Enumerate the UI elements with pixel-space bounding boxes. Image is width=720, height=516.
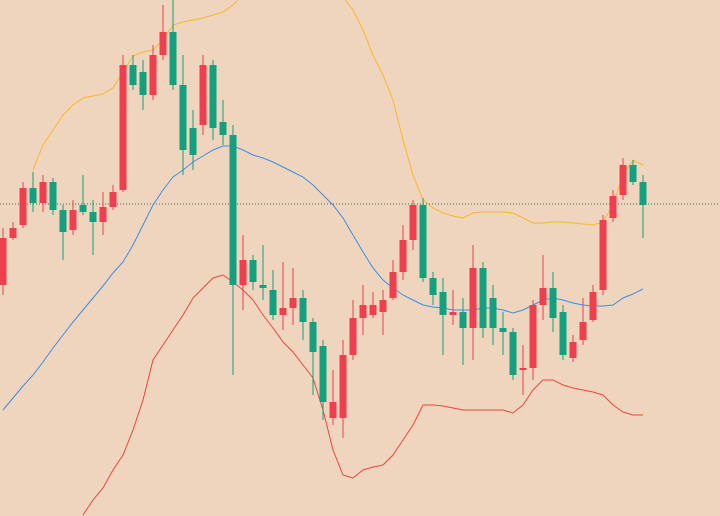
candle-body [109, 192, 117, 207]
candle-body [619, 165, 627, 195]
candle-body [489, 298, 497, 328]
candle-body [259, 285, 267, 288]
candle-body [469, 268, 477, 328]
candle-body [459, 312, 467, 328]
candle-body [529, 305, 537, 368]
candle-body [229, 135, 237, 285]
candle-body [329, 402, 337, 418]
candle-body [629, 165, 637, 182]
candle-body [559, 312, 567, 355]
candle-body [119, 65, 127, 190]
candle-body [29, 188, 37, 203]
candle-body [79, 205, 87, 212]
candle-body [399, 240, 407, 272]
band-line [32, 0, 644, 226]
candle-body [429, 278, 437, 295]
candle-body [219, 122, 227, 135]
candle-body [129, 65, 137, 85]
candle-body [609, 196, 617, 218]
candle-body [359, 305, 367, 318]
candle-body [389, 272, 397, 298]
candle-body [9, 228, 17, 238]
candle-body [319, 346, 327, 402]
candle-body [169, 32, 177, 85]
candle-body [89, 212, 97, 222]
candle-body [499, 328, 507, 332]
candle-body [269, 290, 277, 315]
candle-body [239, 260, 247, 285]
band-line [2, 145, 644, 411]
candle-body [69, 210, 77, 230]
candle-body [509, 332, 517, 375]
candle-body [539, 288, 547, 305]
candle-body [49, 182, 57, 210]
candle-body [409, 205, 417, 240]
candle-body [19, 188, 27, 225]
candle-body [369, 305, 377, 315]
candle-body [189, 128, 197, 155]
candle-body [589, 292, 597, 320]
candle-body [159, 32, 167, 55]
candle-body [519, 368, 527, 370]
candle-body [0, 238, 7, 285]
candle-body [39, 182, 47, 203]
candle-body [199, 65, 207, 125]
candle-body [449, 312, 457, 315]
candle-body [339, 355, 347, 418]
candle-body [149, 55, 157, 95]
candle-body [299, 298, 307, 322]
candle-body [179, 85, 187, 150]
candle-body [599, 220, 607, 290]
candle-body [419, 205, 427, 278]
candle-body [99, 207, 107, 222]
candle-body [579, 322, 587, 340]
candle-body [279, 308, 287, 315]
candle-body [139, 72, 147, 95]
candle-body [479, 268, 487, 328]
candle-body [569, 342, 577, 358]
candle-body [309, 322, 317, 352]
candle-body [209, 65, 217, 128]
candle-body [439, 292, 447, 315]
band-line [82, 274, 643, 516]
candle-body [289, 298, 297, 308]
candle-body [249, 260, 257, 282]
candle-body [59, 210, 67, 232]
candle-body [549, 288, 557, 318]
candle-body [379, 300, 387, 312]
candle-body [349, 318, 357, 355]
candle-body [639, 182, 647, 205]
